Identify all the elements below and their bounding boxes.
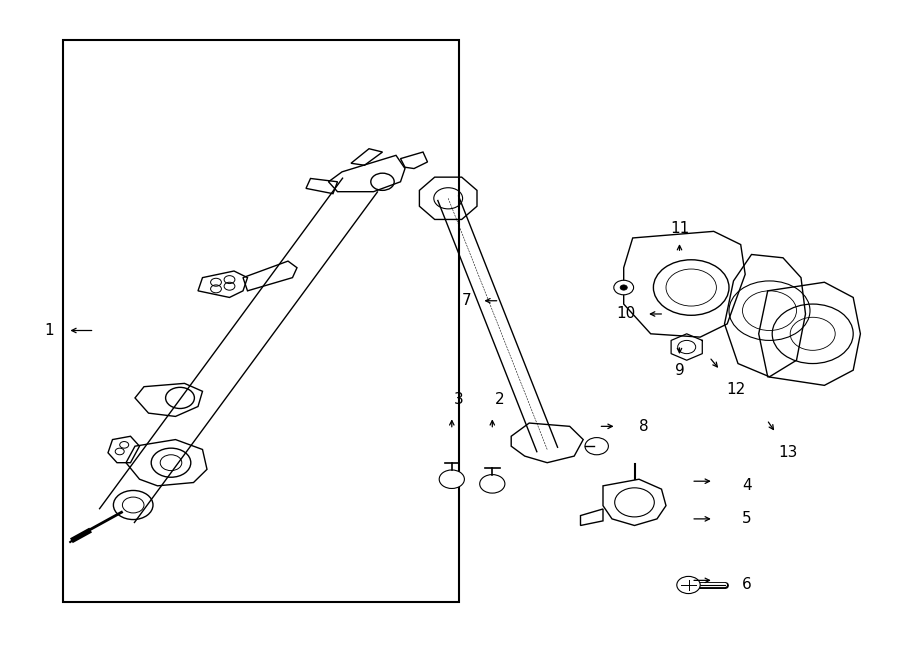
Circle shape — [480, 475, 505, 493]
Circle shape — [439, 470, 464, 488]
Circle shape — [678, 340, 696, 354]
Text: 6: 6 — [742, 578, 752, 592]
Text: 8: 8 — [639, 419, 648, 434]
Text: 7: 7 — [462, 293, 471, 308]
Text: 12: 12 — [726, 383, 746, 397]
Bar — [63, 40, 459, 602]
Text: 3: 3 — [454, 393, 464, 407]
Circle shape — [677, 576, 700, 594]
Text: 4: 4 — [742, 479, 752, 493]
Text: 2: 2 — [495, 393, 504, 407]
Circle shape — [620, 285, 627, 290]
Circle shape — [585, 438, 608, 455]
Text: 1: 1 — [45, 323, 54, 338]
Text: 10: 10 — [616, 307, 635, 321]
Text: 9: 9 — [675, 363, 684, 377]
Circle shape — [614, 280, 634, 295]
Text: 5: 5 — [742, 512, 752, 526]
Text: 13: 13 — [778, 446, 797, 460]
Text: 11: 11 — [670, 221, 689, 235]
